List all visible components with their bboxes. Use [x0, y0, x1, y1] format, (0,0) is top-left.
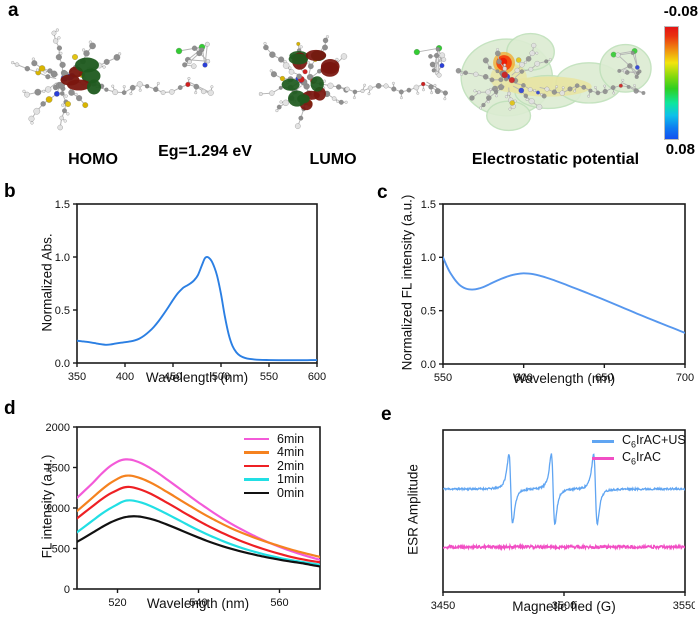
panel-c-x-axis-label: Wavelength (nm) — [512, 371, 616, 386]
svg-text:0.0: 0.0 — [55, 358, 70, 370]
panel-letter-e: e — [381, 404, 392, 425]
legend-item-c6irac-us: C6IrAC+US — [592, 433, 686, 450]
chart-fl-kinetics: 520 540 560 0 500 1000 1500 2000 — [46, 422, 321, 609]
legend-label-1min: 1min — [277, 472, 305, 487]
chart-absorption: 350 400 450 500 550 600 0.0 0.5 1.0 1.5 — [55, 199, 326, 383]
svg-text:700: 700 — [676, 372, 694, 384]
panel-e-x-axis-label: Magnetic fied (G) — [512, 599, 616, 614]
legend-swatch-c6irac — [592, 457, 614, 460]
svg-text:3550: 3550 — [673, 600, 695, 612]
legend-label-2min: 2min — [277, 458, 305, 473]
legend-label-4min: 4min — [277, 445, 305, 460]
panel-e-legend: C6IrAC+US C6IrAC — [592, 433, 686, 467]
electrostatic-potential-render — [455, 32, 652, 132]
homo-molecule-render — [11, 28, 214, 131]
legend-item-4min: 4min — [244, 446, 304, 460]
svg-text:600: 600 — [514, 372, 532, 384]
legend-swatch-2min — [244, 464, 269, 468]
legend-swatch-0min — [244, 491, 269, 495]
panel-letter-c: c — [377, 182, 388, 203]
panel-b-x-axis-label: Wavelength (nm) — [145, 370, 249, 385]
svg-text:550: 550 — [260, 371, 278, 383]
legend-swatch-4min — [244, 451, 269, 454]
svg-text:1.0: 1.0 — [421, 252, 436, 264]
legend-item-0min: 0min — [244, 486, 304, 500]
svg-text:560: 560 — [270, 597, 288, 609]
bandgap-label: Eg=1.294 eV — [158, 143, 252, 160]
svg-text:0: 0 — [64, 584, 70, 596]
panel-b-y-axis-label: Normalized Abs. — [39, 233, 55, 332]
legend-item-2min: 2min — [244, 459, 304, 473]
panel-d-x-axis-label: Wavelength (nm) — [146, 596, 250, 611]
legend-swatch-1min — [244, 478, 269, 481]
svg-text:600: 600 — [308, 371, 326, 383]
panel-letter-d: d — [4, 398, 16, 419]
svg-text:0.5: 0.5 — [421, 305, 436, 317]
panel-letter-a: a — [8, 0, 19, 21]
panel-d-legend: 6min 4min 2min 1min 0min — [244, 432, 304, 500]
svg-text:540: 540 — [189, 597, 207, 609]
panel-e-y-axis-label: ESR Amplitude — [405, 464, 421, 555]
panel-letter-b: b — [4, 181, 16, 202]
homo-label: HOMO — [68, 151, 118, 168]
svg-text:550: 550 — [434, 372, 452, 384]
lumo-molecule-render — [258, 35, 448, 129]
svg-text:500: 500 — [52, 543, 70, 555]
legend-item-1min: 1min — [244, 473, 304, 487]
legend-item-6min: 6min — [244, 432, 304, 446]
esp-colorbar — [664, 26, 679, 140]
panel-d-y-axis-label: FL intensity (a.u.) — [39, 454, 55, 559]
svg-text:520: 520 — [108, 597, 126, 609]
electrostatic-potential-label: Electrostatic potential — [471, 151, 640, 168]
svg-text:1000: 1000 — [46, 503, 70, 515]
legend-label-6min: 6min — [277, 431, 305, 446]
svg-text:0.5: 0.5 — [55, 305, 70, 317]
svg-text:1.5: 1.5 — [55, 199, 70, 211]
svg-text:3500: 3500 — [552, 600, 576, 612]
svg-text:1.0: 1.0 — [55, 252, 70, 264]
legend-label-c6irac: C6IrAC — [622, 449, 662, 467]
legend-swatch-6min — [244, 437, 269, 441]
colorbar-min-label: 0.08 — [665, 141, 695, 158]
svg-text:450: 450 — [164, 371, 182, 383]
legend-swatch-c6irac-us — [592, 440, 614, 443]
svg-text:350: 350 — [68, 371, 86, 383]
chart-fl-spectrum: 550 600 650 700 0.0 0.5 1.0 1.5 — [421, 199, 694, 384]
svg-text:3450: 3450 — [431, 600, 455, 612]
svg-text:0.0: 0.0 — [421, 359, 436, 371]
svg-text:650: 650 — [595, 372, 613, 384]
svg-text:400: 400 — [116, 371, 134, 383]
colorbar-max-label: -0.08 — [663, 3, 698, 20]
legend-label-0min: 0min — [277, 485, 305, 500]
svg-text:1500: 1500 — [46, 462, 70, 474]
panel-c-y-axis-label: Normalized FL intensity (a.u.) — [399, 194, 415, 371]
svg-text:2000: 2000 — [46, 422, 70, 434]
svg-text:1.5: 1.5 — [421, 199, 436, 211]
chart-esr: 3450 3500 3550 — [431, 429, 695, 612]
lumo-label: LUMO — [309, 151, 357, 168]
legend-label-c6irac-us: C6IrAC+US — [622, 432, 686, 450]
legend-item-c6irac: C6IrAC — [592, 450, 686, 467]
svg-text:500: 500 — [212, 371, 230, 383]
